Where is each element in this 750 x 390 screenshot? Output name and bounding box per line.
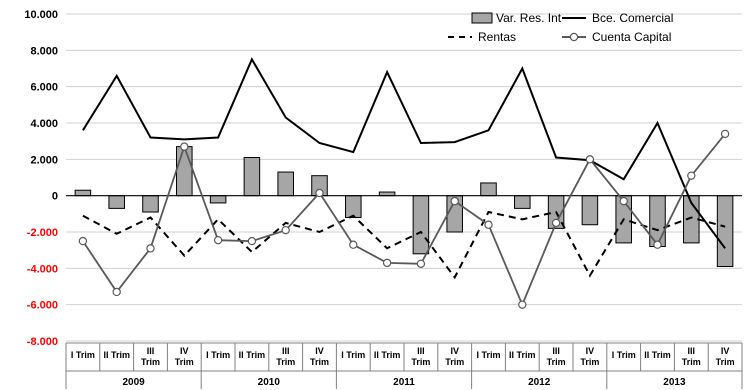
y-tick-label: 6.000	[30, 82, 58, 94]
series-point	[281, 225, 290, 235]
y-tick-label: 2.000	[30, 154, 58, 166]
legend-marker	[569, 32, 579, 42]
legend-label: Cuenta Capital	[592, 30, 671, 44]
series-point	[112, 287, 121, 297]
x-tick-label: II Trim	[103, 350, 130, 360]
y-tick-label: 4.000	[30, 118, 58, 130]
series-point	[518, 300, 527, 309]
bar	[142, 195, 159, 213]
x-tick-label: I Trim	[476, 350, 500, 360]
x-tick-label: I Trim	[341, 350, 365, 360]
series-point	[720, 129, 730, 139]
x-tick-label: Trim	[682, 357, 701, 367]
legend-label: Var. Res. Int	[496, 11, 562, 25]
bar	[74, 189, 92, 197]
x-tick-label: I Trim	[206, 350, 230, 360]
y-axis: 10.000 8.000 6.000 4.000 2.000 0 -2.000 -4.000 -…	[24, 9, 58, 348]
series-point	[382, 258, 392, 268]
series-point	[247, 236, 257, 246]
y-tick-label: 0	[52, 191, 58, 203]
x-tick-label: I Trim	[71, 350, 95, 360]
x-tick-label: I Trim	[612, 350, 636, 360]
x-tick-label: IV	[721, 346, 730, 356]
series-point	[585, 155, 595, 164]
year-label: 2009	[122, 377, 145, 388]
x-tick-label: II Trim	[374, 350, 401, 360]
series-point	[78, 236, 88, 246]
year-label: 2010	[258, 377, 281, 388]
legend-label: Rentas	[478, 30, 516, 44]
x-tick-label: III	[147, 346, 155, 356]
bar	[581, 195, 599, 226]
line-series	[82, 57, 726, 308]
x-tick-label: III	[282, 346, 290, 356]
bar	[209, 195, 227, 204]
series-point	[180, 142, 189, 151]
legend: Var. Res. Int Bce. Comercial Rentas Cuenta …	[448, 11, 673, 44]
series-point	[484, 220, 493, 229]
y-tick-label: -2.000	[27, 227, 58, 239]
x-tick-label: Trim	[175, 357, 194, 367]
series-point	[213, 235, 223, 245]
x-tick-label: Trim	[141, 357, 160, 367]
bar	[412, 195, 430, 255]
bar	[277, 171, 294, 197]
legend-swatch	[471, 12, 493, 24]
bar	[480, 182, 497, 197]
x-tick-label: IV	[180, 346, 189, 356]
series-point	[315, 188, 324, 198]
series-line	[82, 210, 726, 280]
x-tick-label: II Trim	[239, 350, 266, 360]
x-tick-label: Trim	[445, 357, 464, 367]
series-point	[687, 171, 696, 180]
y-tick-label: -4.000	[27, 263, 58, 275]
legend-label: Bce. Comercial	[592, 11, 673, 25]
x-tick-label: Trim	[276, 357, 295, 367]
x-tick-label: III	[688, 346, 696, 356]
y-tick-label: -8.000	[27, 336, 58, 348]
x-tick-label: II Trim	[644, 350, 671, 360]
x-tick-label: Trim	[411, 357, 430, 367]
y-tick-label: -6.000	[27, 300, 58, 312]
series-point	[450, 196, 459, 206]
y-tick-label: 8.000	[30, 45, 58, 57]
series-point	[653, 240, 662, 249]
series-point	[146, 244, 155, 253]
x-tick-label: IV	[586, 346, 595, 356]
year-label: 2012	[528, 377, 551, 388]
x-tick-label: IV	[450, 346, 459, 356]
year-label: 2011	[393, 377, 415, 388]
series-point	[551, 218, 561, 228]
x-tick-label: IV	[315, 346, 324, 356]
x-tick-label: Trim	[547, 357, 566, 367]
series-line	[82, 57, 726, 249]
x-tick-label: Trim	[310, 357, 329, 367]
bar	[345, 195, 362, 218]
x-tick-label: III	[417, 346, 425, 356]
series-line	[82, 133, 726, 308]
bar	[243, 157, 261, 197]
bar	[176, 146, 193, 197]
x-tick-label: Trim	[580, 357, 599, 367]
x-tick-label: II Trim	[509, 350, 536, 360]
bar	[514, 195, 531, 209]
bar	[108, 195, 125, 209]
series-point	[416, 259, 426, 268]
y-tick-label: 10.000	[24, 9, 58, 21]
markers	[78, 129, 730, 309]
x-tick-label: Trim	[716, 357, 735, 367]
series-point	[619, 196, 628, 206]
x-tick-label: III	[552, 346, 560, 356]
series-point	[349, 240, 358, 249]
bar	[716, 195, 734, 268]
year-label: 2013	[663, 377, 686, 388]
